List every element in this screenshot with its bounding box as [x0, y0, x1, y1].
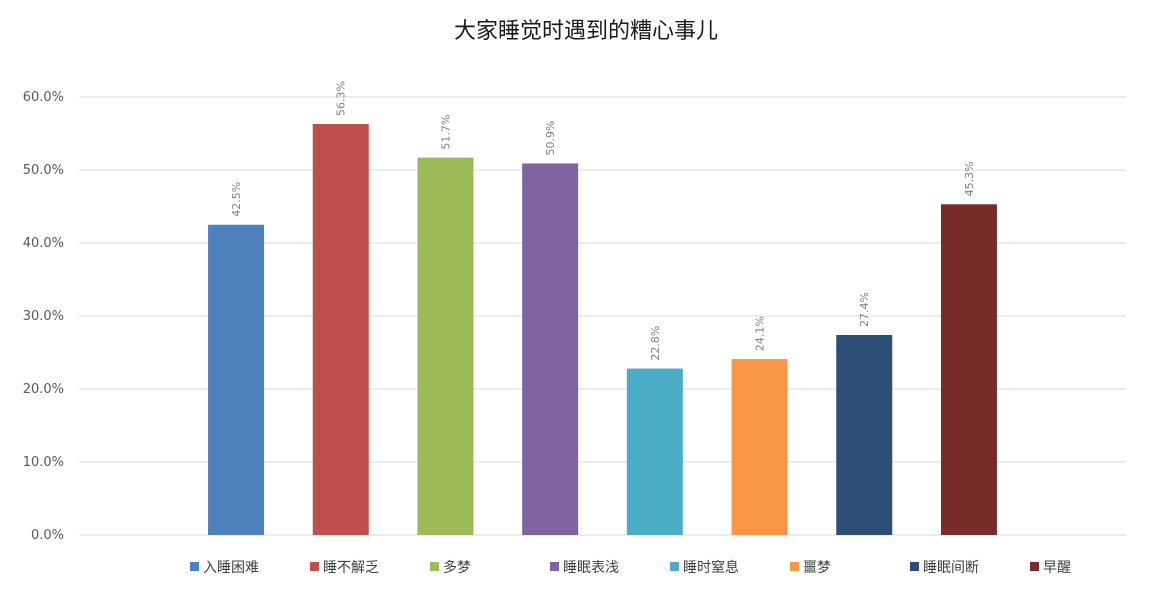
- y-tick-label: 30.0%: [23, 309, 64, 324]
- legend-label: 入睡困难: [203, 560, 259, 576]
- data-label: 42.5%: [230, 182, 243, 217]
- bar: [417, 157, 474, 535]
- bar: [208, 224, 265, 535]
- y-tick-label: 40.0%: [23, 236, 64, 251]
- legend-label: 多梦: [443, 559, 471, 576]
- legend-label: 睡不解乏: [323, 560, 379, 576]
- legend-label: 睡眠表浅: [563, 560, 619, 576]
- data-labels: 42.5% 56.3% 51.7% 50.9% 22.8% 24.1% 27.4% 45.3%: [230, 81, 976, 361]
- legend-label: 睡眠间断: [923, 560, 979, 576]
- legend-swatch: [430, 562, 439, 571]
- legend-label: 睡时窒息: [683, 559, 739, 576]
- y-tick-label: 20.0%: [23, 382, 64, 397]
- bar: [312, 124, 369, 535]
- legend-swatch: [790, 562, 799, 571]
- data-label: 22.8%: [649, 326, 662, 361]
- legend-swatch: [1030, 562, 1039, 571]
- bar: [940, 204, 997, 535]
- bar: [626, 368, 683, 535]
- data-label: 45.3%: [963, 161, 976, 196]
- legend-swatch: [550, 562, 559, 571]
- data-label: 56.3%: [335, 81, 348, 116]
- legend-swatch: [670, 562, 679, 571]
- data-label: 51.7%: [439, 115, 452, 150]
- legend-label: 噩梦: [803, 560, 831, 576]
- bar: [731, 359, 788, 535]
- data-label: 50.9%: [544, 120, 557, 155]
- data-label: 27.4%: [858, 292, 871, 327]
- data-label: 24.1%: [754, 316, 767, 351]
- legend-swatch: [310, 562, 319, 571]
- legend: 入睡困难 睡不解乏 多梦 睡眠表浅 睡时窒息 噩梦 睡眠间断 早醒: [190, 559, 1071, 576]
- y-axis: 0.0% 10.0% 20.0% 30.0% 40.0% 50.0% 60.0%: [23, 90, 64, 543]
- y-tick-label: 10.0%: [23, 455, 64, 470]
- bars: [208, 124, 997, 535]
- legend-swatch: [910, 562, 919, 571]
- y-tick-label: 50.0%: [23, 163, 64, 178]
- y-tick-label: 60.0%: [23, 90, 64, 105]
- chart-title: 大家睡觉时遇到的糟心事儿: [454, 19, 718, 44]
- bar: [522, 163, 579, 535]
- bar: [836, 334, 893, 535]
- y-tick-label: 0.0%: [31, 528, 64, 543]
- legend-label: 早醒: [1043, 560, 1071, 576]
- legend-swatch: [190, 562, 199, 571]
